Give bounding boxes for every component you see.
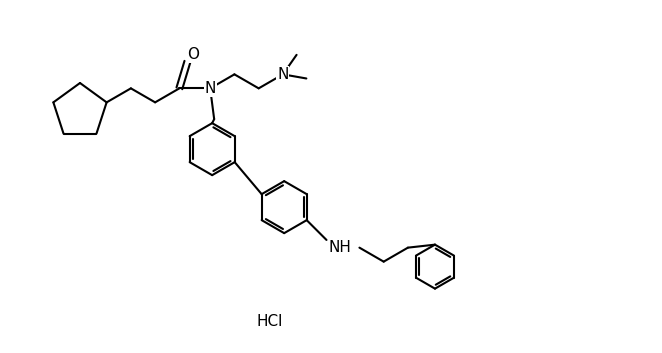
Text: NH: NH: [328, 240, 352, 255]
Text: N: N: [205, 81, 216, 96]
Text: HCl: HCl: [257, 313, 283, 329]
Text: O: O: [187, 47, 199, 62]
Text: N: N: [277, 67, 289, 82]
